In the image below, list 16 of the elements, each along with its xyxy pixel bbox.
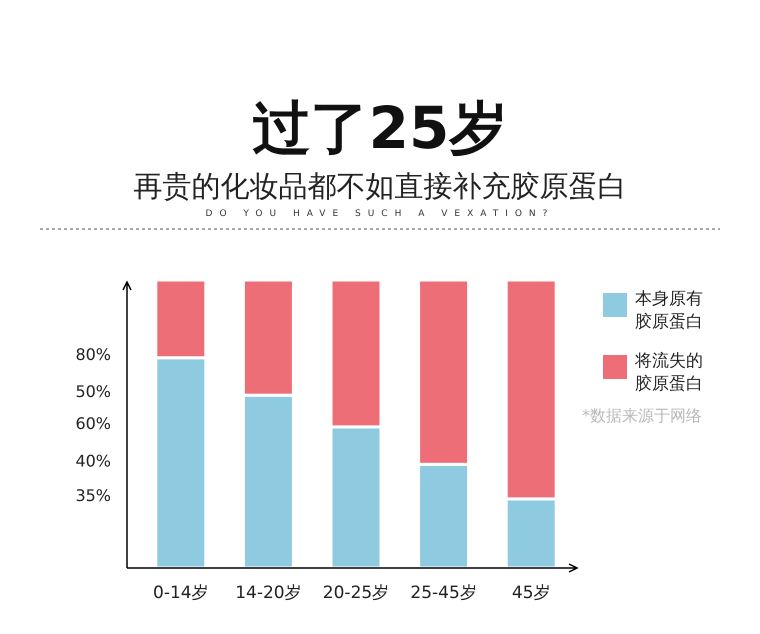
x-tick-label: 0-14岁 xyxy=(153,583,209,603)
text: 60% xyxy=(75,414,111,433)
text: *数据来源于网络 xyxy=(582,406,702,425)
x-tick-label: 45岁 xyxy=(512,583,551,603)
x-tick-label: 14-20岁 xyxy=(235,583,302,603)
text: 40% xyxy=(75,451,111,470)
text: 35% xyxy=(75,486,111,505)
text: 50% xyxy=(75,382,111,402)
legend-label: 本身原有胶原蛋白 xyxy=(635,289,703,332)
x-tick-label: 25-45岁 xyxy=(410,583,477,603)
chart-title: 过了25岁 xyxy=(252,94,508,162)
legend-label: 将流失的胶原蛋白 xyxy=(634,351,703,394)
chart-subtitle: 再贵的化妆品都不如直接补充胶原蛋白 xyxy=(134,169,626,203)
x-tick-label: 20-25岁 xyxy=(322,583,390,603)
text: DO YOU HAVE SUCH A VEXATION? xyxy=(206,209,554,219)
text: 80% xyxy=(75,344,111,364)
